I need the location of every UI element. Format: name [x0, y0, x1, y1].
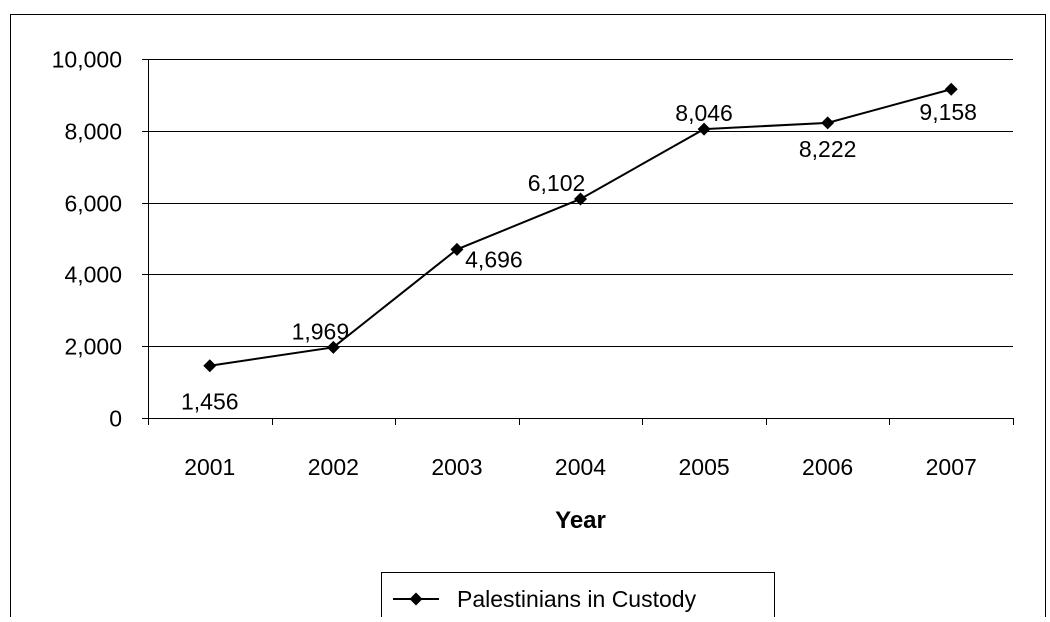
legend-box: [381, 572, 775, 622]
chart-border: [10, 14, 1046, 622]
y-tick-label: 6,000: [64, 191, 122, 217]
y-tick-label: 8,000: [64, 119, 122, 145]
data-label: 8,222: [799, 136, 857, 162]
data-point-marker: [574, 192, 587, 206]
y-tick-label: 10,000: [52, 47, 122, 73]
x-axis-title: Year: [555, 507, 606, 534]
axes: 0 2,000 4,000 6,000 8,000 10,000 2001 2002 2003 2…: [52, 47, 1014, 480]
data-label: 4,696: [465, 246, 523, 272]
data-point-marker: [450, 242, 464, 256]
x-tick-label: 2001: [184, 454, 235, 480]
data-label: 6,102: [528, 170, 586, 196]
legend[interactable]: Palestinians in Custody: [381, 572, 775, 622]
x-tick-label: 2005: [678, 454, 729, 480]
data-point-marker: [821, 116, 835, 130]
x-tick-label: 2006: [802, 454, 853, 480]
x-tick-label: 2002: [308, 454, 359, 480]
y-tick-label: 2,000: [64, 334, 122, 360]
series-layer: [203, 82, 958, 373]
data-labels: 1,456 1,969 4,696 6,102 8,046 8,222 9,158: [181, 99, 977, 415]
x-tick-label: 2007: [926, 454, 977, 480]
y-tick-label: 0: [109, 406, 122, 432]
data-label: 9,158: [919, 99, 977, 125]
data-label: 1,456: [181, 389, 239, 415]
data-label: 1,969: [292, 318, 350, 344]
y-tick-label: 4,000: [64, 262, 122, 288]
legend-diamond-icon: [409, 592, 423, 606]
data-point-marker: [944, 82, 958, 96]
data-point-marker: [203, 359, 217, 373]
data-point-marker: [326, 340, 340, 354]
legend-label: Palestinians in Custody: [457, 586, 697, 612]
data-point-marker: [697, 122, 711, 136]
data-label: 8,046: [675, 100, 733, 126]
x-tick-label: 2004: [555, 454, 606, 480]
x-tick-label: 2003: [431, 454, 482, 480]
